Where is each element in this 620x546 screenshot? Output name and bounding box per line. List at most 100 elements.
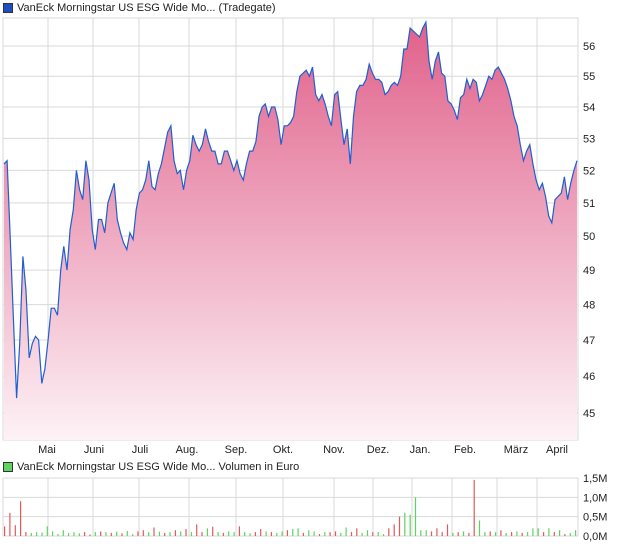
volume-bar — [393, 524, 395, 536]
volume-bar — [94, 532, 96, 536]
volume-bar — [116, 531, 118, 536]
price-y-tick-label: 54 — [583, 102, 595, 114]
volume-bar — [84, 532, 86, 536]
volume-bar — [457, 532, 459, 536]
volume-bar — [180, 531, 182, 536]
volume-legend-label: VanEck Morningstar US ESG Wide Mo... Vol… — [17, 461, 300, 473]
volume-bar — [543, 532, 545, 536]
volume-bar — [366, 530, 369, 536]
volume-bar — [495, 532, 497, 536]
volume-bar — [148, 532, 150, 536]
volume-bar — [126, 531, 128, 536]
volume-bar — [414, 497, 417, 536]
volume-bar — [105, 532, 107, 536]
volume-bar — [121, 533, 123, 536]
price-y-tick-label: 51 — [583, 198, 595, 210]
volume-bar — [436, 528, 438, 536]
x-tick-label: Juni — [84, 444, 104, 456]
volume-bar — [62, 530, 64, 536]
volume-legend: VanEck Morningstar US ESG Wide Mo... Vol… — [3, 461, 299, 473]
volume-bar — [78, 533, 80, 536]
volume-bar — [212, 526, 214, 536]
x-tick-label: Nov. — [323, 444, 345, 456]
volume-bar — [350, 532, 353, 536]
volume-bar — [318, 534, 321, 536]
volume-bar — [516, 531, 518, 536]
volume-legend-swatch — [3, 462, 13, 472]
volume-bar — [190, 532, 192, 536]
price-y-tick-label: 56 — [583, 41, 595, 53]
volume-bar — [169, 532, 171, 536]
volume-bar — [462, 531, 465, 536]
price-y-tick-label: 45 — [583, 408, 595, 420]
volume-bar — [297, 528, 299, 536]
volume-bar — [527, 532, 529, 536]
volume-bar — [324, 532, 326, 536]
volume-bar — [41, 532, 43, 536]
price-legend: VanEck Morningstar US ESG Wide Mo... (Tr… — [3, 2, 276, 14]
volume-bar — [292, 529, 294, 536]
volume-bar — [361, 532, 363, 536]
volume-bar — [564, 534, 566, 536]
volume-bar — [441, 532, 443, 536]
volume-bar — [228, 531, 230, 536]
volume-bar — [57, 534, 59, 536]
volume-bar — [137, 531, 139, 536]
volume-bar — [478, 520, 481, 536]
volume-y-tick-label: 0,5M — [583, 512, 607, 524]
volume-bar — [409, 514, 411, 536]
volume-bar — [68, 532, 70, 536]
price-legend-swatch — [3, 3, 13, 13]
volume-bar — [265, 531, 267, 536]
volume-bar — [153, 527, 155, 536]
volume-bar — [9, 512, 11, 536]
volume-plot-frame — [2, 477, 579, 537]
x-tick-label: Juli — [132, 444, 149, 456]
volume-bar — [164, 532, 166, 536]
volume-y-tick-label: 0,0M — [583, 531, 607, 543]
price-y-tick-label: 46 — [583, 371, 595, 383]
volume-bar — [388, 528, 390, 536]
volume-bar — [532, 528, 534, 536]
volume-bar — [313, 531, 315, 536]
volume-bar — [345, 527, 347, 536]
volume-bar — [249, 533, 251, 536]
volume-bar — [233, 532, 235, 536]
volume-bar — [372, 532, 374, 536]
volume-bar — [30, 532, 32, 536]
volume-bar — [404, 512, 406, 536]
volume-bar — [446, 524, 449, 536]
volume-bar — [254, 532, 256, 536]
volume-bar — [425, 530, 427, 536]
volume-bar — [430, 531, 433, 536]
price-y-tick-label: 52 — [583, 165, 595, 177]
volume-bar — [281, 531, 283, 536]
volume-y-tick-label: 1,0M — [583, 492, 607, 504]
volume-bar — [553, 532, 555, 536]
volume-bar — [286, 530, 288, 536]
volume-bar — [222, 532, 224, 536]
volume-bar — [569, 532, 571, 536]
volume-bar — [185, 529, 187, 536]
price-area — [4, 22, 577, 440]
volume-bar — [548, 528, 550, 536]
x-tick-label: Feb. — [454, 444, 476, 456]
volume-bar — [73, 532, 75, 536]
volume-bar — [489, 531, 491, 536]
volume-bar — [36, 532, 38, 536]
volume-bar — [196, 524, 198, 536]
volume-bar — [377, 532, 379, 536]
volume-bar — [276, 532, 278, 536]
volume-bar — [238, 526, 240, 536]
x-tick-label: Okt. — [273, 444, 293, 456]
volume-bar — [334, 531, 337, 536]
x-tick-label: Dez. — [367, 444, 390, 456]
x-tick-label: Aug. — [176, 444, 199, 456]
volume-bar — [46, 526, 48, 536]
volume-bar — [420, 530, 422, 536]
volume-bar — [452, 532, 454, 536]
volume-bar — [244, 532, 246, 536]
volume-bar — [270, 532, 272, 536]
volume-bar — [340, 532, 342, 536]
volume-bar — [537, 528, 539, 536]
